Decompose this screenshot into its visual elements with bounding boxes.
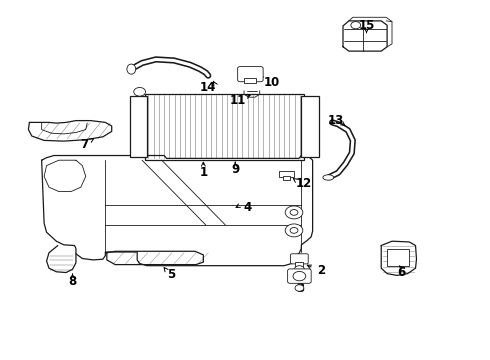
Text: 6: 6 [398, 266, 406, 279]
Bar [279, 171, 294, 177]
FancyBboxPatch shape [291, 254, 308, 264]
FancyBboxPatch shape [288, 269, 311, 283]
Circle shape [295, 285, 304, 291]
Circle shape [290, 210, 298, 215]
Ellipse shape [127, 64, 136, 74]
Text: 13: 13 [327, 114, 344, 127]
Bar [301, 96, 319, 157]
Text: 2: 2 [317, 264, 325, 277]
Circle shape [134, 87, 146, 96]
Bar [244, 78, 256, 83]
Text: 8: 8 [69, 275, 76, 288]
Text: 3: 3 [296, 282, 304, 294]
Bar [130, 96, 147, 157]
Circle shape [294, 266, 304, 273]
Text: 10: 10 [264, 76, 280, 89]
Circle shape [285, 224, 303, 237]
Bar [387, 249, 409, 266]
Text: 14: 14 [200, 81, 217, 94]
Text: 4: 4 [244, 201, 251, 214]
Circle shape [290, 228, 298, 233]
Circle shape [285, 206, 303, 219]
Text: 9: 9 [231, 163, 239, 176]
Bar [145, 94, 304, 160]
Bar [283, 176, 290, 180]
Text: 15: 15 [358, 19, 375, 32]
Ellipse shape [323, 175, 334, 180]
Text: 11: 11 [229, 94, 246, 107]
Text: 12: 12 [295, 177, 312, 190]
Circle shape [293, 271, 306, 281]
Text: 5: 5 [168, 268, 175, 281]
Text: 1: 1 [199, 166, 207, 179]
Circle shape [351, 22, 361, 29]
Bar [295, 262, 303, 267]
Text: 7: 7 [80, 138, 88, 150]
FancyBboxPatch shape [238, 67, 263, 82]
